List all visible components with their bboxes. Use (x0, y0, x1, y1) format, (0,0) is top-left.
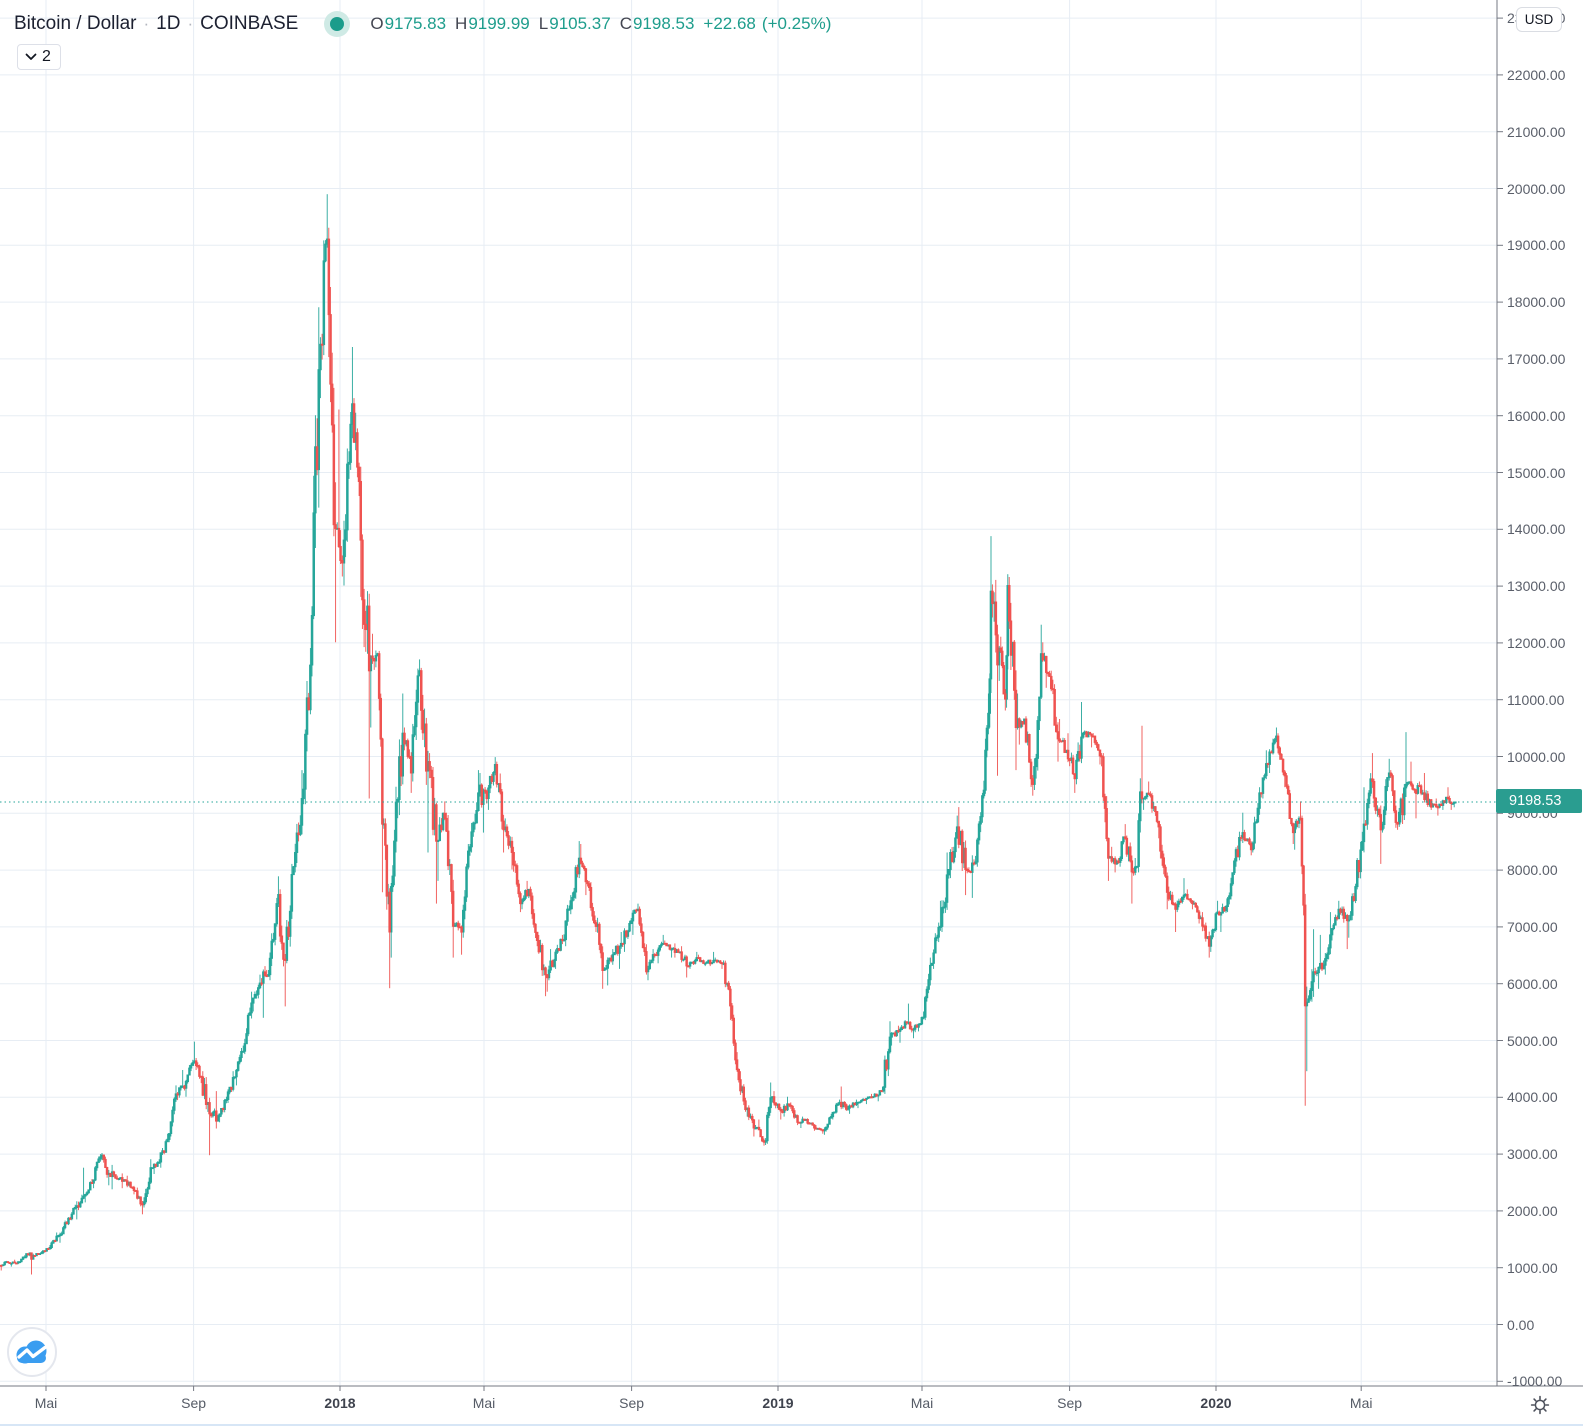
close-label: C (619, 14, 632, 33)
time-tick-label: 2018 (324, 1395, 356, 1411)
tradingview-cloud-icon (7, 1327, 57, 1377)
price-tick-label: 17000.00 (1507, 350, 1566, 367)
price-tick-label: 4000.00 (1507, 1089, 1558, 1106)
low-value: 9105.37 (549, 14, 611, 33)
indicators-count: 2 (42, 48, 51, 65)
price-tick-label: 5000.00 (1507, 1032, 1558, 1049)
price-tick-label: 0.00 (1507, 1316, 1535, 1333)
price-tick-label: 10000.00 (1507, 748, 1566, 765)
grid (0, 0, 1497, 1386)
open-label: O (370, 14, 384, 33)
symbol-title[interactable]: Bitcoin / Dollar (14, 13, 137, 34)
chart-legend-header: Bitcoin / Dollar · 1D · COINBASE O 9175.… (14, 10, 837, 38)
price-tick-label: 8000.00 (1507, 862, 1558, 879)
time-tick-label: Sep (181, 1395, 207, 1411)
price-tick-label: -1000.00 (1507, 1373, 1563, 1390)
price-tick-label: 19000.00 (1507, 237, 1566, 254)
market-status-dot-icon (330, 17, 345, 31)
axis-ticks (45, 17, 1503, 1391)
price-tick-label: 11000.00 (1507, 691, 1565, 708)
time-tick-label: Mai (1349, 1395, 1373, 1411)
change-value: +22.68 (703, 14, 756, 33)
separator-dot: · (187, 14, 194, 33)
time-tick-label: Mai (472, 1395, 496, 1411)
candlestick-series (0, 194, 1457, 1275)
ohlc-values-row: O 9175.83 H 9199.99 L 9105.37 C 9198.53 … (370, 14, 837, 34)
time-tick-label: 2019 (762, 1395, 794, 1411)
close-value: 9198.53 (632, 14, 695, 33)
price-tick-label: 18000.00 (1507, 294, 1566, 311)
separator-dot: · (143, 14, 150, 33)
interval-label[interactable]: 1D (156, 13, 181, 34)
tradingview-logo[interactable] (6, 1326, 58, 1378)
indicators-collapse-button[interactable]: 2 (17, 44, 61, 70)
gear-icon (1530, 1395, 1550, 1415)
chevron-down-icon (25, 53, 37, 60)
low-label: L (538, 14, 549, 33)
price-tick-label: 15000.00 (1507, 464, 1566, 481)
price-tick-label: 3000.00 (1507, 1146, 1558, 1163)
currency-toggle-button[interactable]: USD (1516, 7, 1562, 32)
time-tick-label: Mai (34, 1395, 58, 1411)
time-tick-label: Mai (910, 1395, 934, 1411)
last-price-label: 9198.53 (1496, 789, 1582, 813)
price-tick-label: 7000.00 (1507, 918, 1558, 935)
time-tick-label: Sep (1057, 1395, 1083, 1411)
open-value: 9175.83 (384, 14, 447, 33)
price-tick-label: 1000.00 (1507, 1259, 1558, 1276)
price-tick-label: 12000.00 (1507, 634, 1566, 651)
price-tick-label: 14000.00 (1507, 521, 1566, 538)
price-tick-label: 6000.00 (1507, 975, 1558, 992)
price-tick-label: 21000.00 (1507, 123, 1566, 140)
price-tick-label: 16000.00 (1507, 407, 1566, 424)
price-tick-label: 20000.00 (1507, 180, 1566, 197)
price-tick-label: 2000.00 (1507, 1202, 1558, 1219)
time-tick-label: Sep (619, 1395, 645, 1411)
change-percent-value: (+0.25%) (761, 14, 832, 33)
price-tick-label: 22000.00 (1507, 66, 1566, 83)
market-status-icon[interactable] (324, 11, 351, 37)
price-tick-label: 13000.00 (1507, 578, 1566, 595)
high-value: 9199.99 (468, 14, 530, 33)
high-label: H (455, 14, 468, 33)
time-tick-label: 2020 (1200, 1395, 1232, 1411)
scales-settings-button[interactable] (1528, 1393, 1552, 1417)
exchange-label: COINBASE (200, 13, 299, 34)
